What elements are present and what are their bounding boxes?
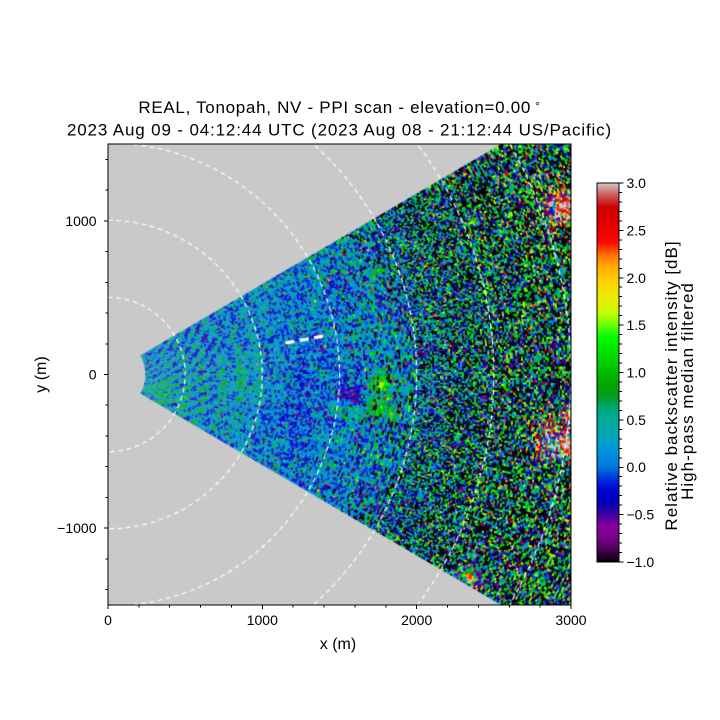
svg-text:x (m): x (m): [320, 636, 356, 653]
svg-text:0: 0: [104, 612, 112, 628]
svg-text:1.5: 1.5: [627, 317, 647, 333]
svg-text:2000: 2000: [401, 612, 432, 628]
svg-text:2.0: 2.0: [627, 270, 647, 286]
svg-text:High-pass median filtered: High-pass median filtered: [678, 282, 697, 500]
svg-text:2023 Aug 09 - 04:12:44 UTC (20: 2023 Aug 09 - 04:12:44 UTC (2023 Aug 08 …: [67, 121, 612, 140]
svg-text:−0.5: −0.5: [627, 507, 655, 523]
svg-text:2.5: 2.5: [627, 222, 647, 238]
svg-text:Relative backscatter intensity: Relative backscatter intensity [dB]: [662, 240, 681, 530]
svg-text:0.5: 0.5: [627, 412, 647, 428]
svg-text:−1.0: −1.0: [627, 554, 655, 570]
svg-text:1000: 1000: [65, 213, 96, 229]
svg-text:3.0: 3.0: [627, 175, 647, 191]
svg-text:3000: 3000: [555, 612, 586, 628]
svg-text:0.0: 0.0: [627, 459, 647, 475]
svg-text:REAL, Tonopah, NV - PPI scan -: REAL, Tonopah, NV - PPI scan - elevation…: [138, 98, 540, 117]
svg-text:−1000: −1000: [57, 520, 97, 536]
svg-text:1000: 1000: [247, 612, 278, 628]
svg-text:0: 0: [89, 367, 97, 383]
svg-text:1.0: 1.0: [627, 365, 647, 381]
svg-text:y (m): y (m): [33, 356, 50, 392]
